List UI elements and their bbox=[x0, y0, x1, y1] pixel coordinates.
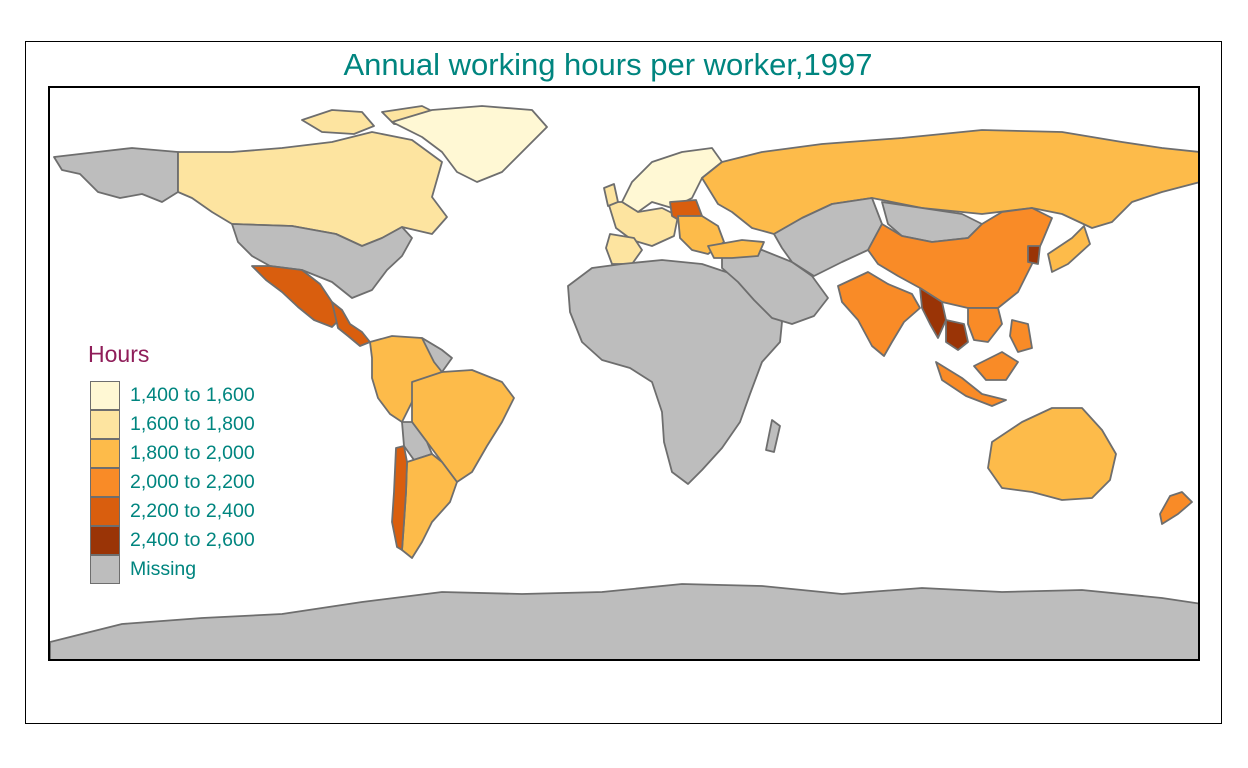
region-shape bbox=[421, 337, 453, 373]
region-thailand bbox=[945, 319, 969, 351]
legend-swatch bbox=[90, 555, 120, 584]
region-antarctica bbox=[50, 583, 1198, 659]
region-chile bbox=[391, 445, 408, 551]
region-india bbox=[837, 271, 921, 357]
region-greenland bbox=[391, 105, 548, 183]
legend-item: 2,400 to 2,600 bbox=[90, 526, 330, 555]
legend-label: 1,600 to 1,800 bbox=[130, 413, 255, 435]
region-shape bbox=[603, 183, 619, 207]
region-united-states bbox=[231, 223, 413, 299]
region-shape bbox=[1047, 225, 1091, 273]
world-map bbox=[50, 88, 1198, 659]
region-maritime-southeast-asia bbox=[935, 319, 1033, 407]
region-shape bbox=[567, 259, 783, 485]
region-shape bbox=[177, 131, 448, 247]
legend-label: 2,000 to 2,200 bbox=[130, 471, 255, 493]
legend-item: 1,400 to 1,600 bbox=[90, 381, 330, 410]
region-shape bbox=[987, 407, 1117, 501]
legend-swatch bbox=[90, 468, 120, 497]
region-shape bbox=[1027, 245, 1041, 265]
legend-swatch bbox=[90, 497, 120, 526]
region-shape bbox=[1009, 319, 1033, 353]
region-shape bbox=[721, 249, 829, 325]
legend-label: 2,200 to 2,400 bbox=[130, 500, 255, 522]
region-shape bbox=[50, 583, 1198, 659]
region-shape bbox=[707, 239, 765, 259]
region-turkey bbox=[707, 239, 765, 259]
region-shape bbox=[765, 419, 781, 453]
region-middle-east bbox=[721, 249, 829, 325]
legend-label: 1,800 to 2,000 bbox=[130, 442, 255, 464]
legend-item: 2,200 to 2,400 bbox=[90, 497, 330, 526]
region-new-zealand bbox=[1159, 491, 1193, 525]
region-shape bbox=[973, 351, 1019, 381]
legend-swatch bbox=[90, 526, 120, 555]
map-panel bbox=[48, 86, 1200, 661]
legend-label: 2,400 to 2,600 bbox=[130, 529, 255, 551]
region-myanmar bbox=[919, 287, 947, 339]
region-shape bbox=[945, 319, 969, 351]
region-shape bbox=[935, 361, 1007, 407]
region-alaska bbox=[53, 147, 179, 203]
region-guianas bbox=[421, 337, 453, 373]
region-shape bbox=[837, 271, 921, 357]
region-shape bbox=[967, 307, 1003, 343]
region-shape bbox=[391, 445, 408, 551]
region-shape bbox=[53, 147, 179, 203]
region-shape bbox=[231, 223, 413, 299]
legend: Hours 1,400 to 1,600 1,600 to 1,800 1,80… bbox=[88, 340, 348, 590]
legend-swatch bbox=[90, 410, 120, 439]
region-south-korea bbox=[1027, 245, 1041, 265]
legend-item: 2,000 to 2,200 bbox=[90, 468, 330, 497]
legend-swatch bbox=[90, 439, 120, 468]
map-title: Annual working hours per worker,1997 bbox=[343, 47, 873, 82]
region-australia bbox=[987, 407, 1117, 501]
region-western-europe bbox=[603, 183, 679, 247]
region-shape bbox=[919, 287, 947, 339]
region-shape bbox=[607, 201, 679, 247]
legend-title: Hours bbox=[88, 341, 150, 367]
legend-label: 1,400 to 1,600 bbox=[130, 384, 255, 406]
region-shape bbox=[391, 105, 548, 183]
region-japan bbox=[1047, 225, 1091, 273]
region-indochina bbox=[967, 307, 1003, 343]
legend-item: Missing bbox=[90, 555, 330, 584]
legend-swatch bbox=[90, 381, 120, 410]
legend-item: 1,600 to 1,800 bbox=[90, 410, 330, 439]
legend-label: Missing bbox=[130, 558, 197, 580]
region-shape bbox=[301, 109, 375, 135]
plot-frame bbox=[25, 41, 1222, 724]
region-africa bbox=[567, 259, 783, 485]
legend-item: 1,800 to 2,000 bbox=[90, 439, 330, 468]
region-shape bbox=[1159, 491, 1193, 525]
